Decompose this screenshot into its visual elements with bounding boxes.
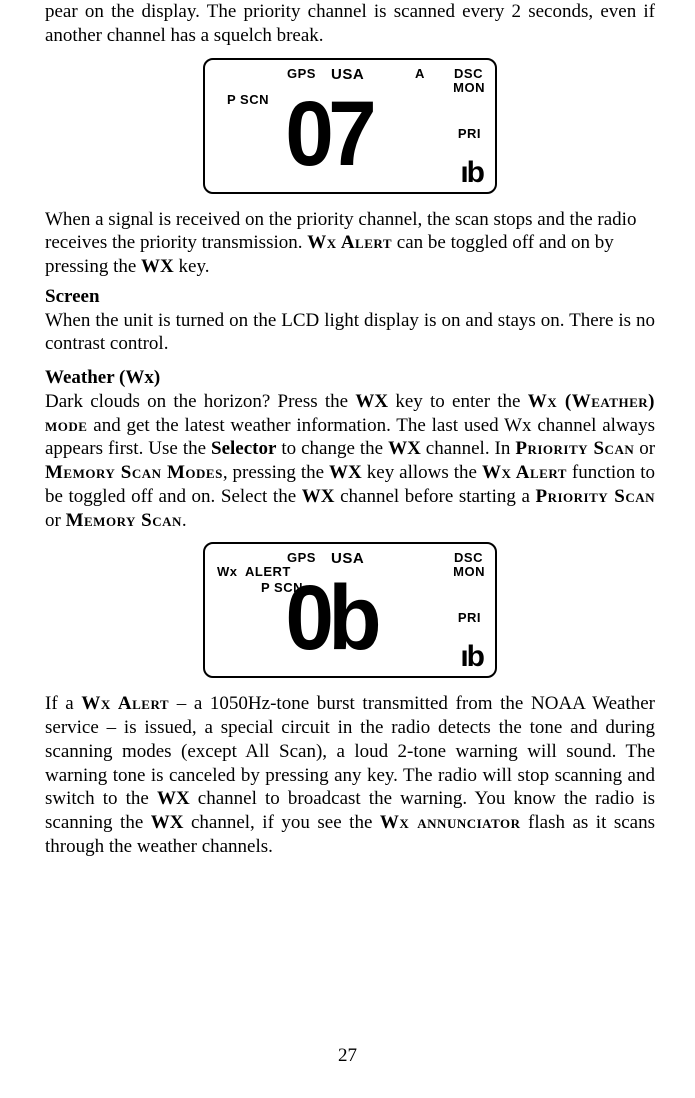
wx-key-label: WX	[151, 812, 184, 833]
text: , pressing the	[223, 462, 329, 483]
text: key to enter the	[388, 391, 528, 412]
after-lcd1-paragraph: When a signal is received on the priorit…	[45, 208, 655, 279]
text: to change the	[276, 438, 388, 459]
text: If a	[45, 693, 81, 714]
final-paragraph: If a Wx Alert – a 1050Hz-tone burst tran…	[45, 692, 655, 858]
text: .	[182, 510, 187, 531]
screen-paragraph: When the unit is turned on the LCD light…	[45, 309, 655, 357]
memory-scan-modes-label: Memory Scan Modes	[45, 462, 223, 483]
top-paragraph: pear on the display. The priority channe…	[45, 0, 655, 48]
wx-annunciator-label: Wx annunciator	[380, 812, 521, 833]
weather-paragraph: Dark clouds on the horizon? Press the WX…	[45, 390, 655, 533]
lcd1-mon: MON	[453, 80, 485, 96]
text: channel, if you see the	[183, 812, 379, 833]
lcd2-wx: Wx	[217, 564, 238, 580]
lcd-display-1-wrap: GPS USA A DSC MON P SCN PRI 07 ıb	[45, 58, 655, 194]
lcd2-channel: 0b	[285, 572, 376, 664]
lcd2-gps: GPS	[287, 550, 316, 566]
lcd1-pri: PRI	[458, 126, 481, 142]
lcd-display-2-wrap: GPS USA DSC MON Wx ALERT P SCN PRI 0b ıb	[45, 542, 655, 678]
lcd2-ib: ıb	[460, 642, 483, 672]
text: or	[45, 510, 66, 531]
wx-key-label: WX	[329, 462, 362, 483]
text: Dark clouds on the horizon? Press the	[45, 391, 355, 412]
lcd-display-2: GPS USA DSC MON Wx ALERT P SCN PRI 0b ıb	[203, 542, 497, 678]
lcd-display-1: GPS USA A DSC MON P SCN PRI 07 ıb	[203, 58, 497, 194]
page-number: 27	[0, 1044, 695, 1068]
wx-key-label: WX	[388, 438, 421, 459]
lcd1-a: A	[415, 66, 425, 82]
lcd1-gps: GPS	[287, 66, 316, 82]
lcd1-ib: ıb	[460, 158, 483, 188]
wx-key-label: WX	[141, 256, 174, 277]
lcd1-channel: 07	[285, 88, 371, 180]
lcd2-alert: ALERT	[245, 564, 291, 580]
lcd1-usa: USA	[331, 66, 364, 85]
selector-label: Selector	[211, 438, 276, 459]
lcd1-pscn: P SCN	[227, 92, 269, 108]
lcd2-usa: USA	[331, 550, 364, 569]
memory-scan-label: Memory Scan	[66, 510, 182, 531]
wx-key-label: WX	[157, 788, 190, 809]
lcd2-mon: MON	[453, 564, 485, 580]
wx-alert-label: Wx Alert	[307, 232, 392, 253]
wx-key-label: WX	[302, 486, 335, 507]
screen-heading: Screen	[45, 285, 655, 309]
text: key.	[174, 256, 210, 277]
wx-alert-label: Wx Alert	[81, 693, 169, 714]
text: channel. In	[421, 438, 516, 459]
wx-key-label: WX	[355, 391, 388, 412]
wx-alert-label: Wx Alert	[482, 462, 567, 483]
text: or	[634, 438, 655, 459]
priority-scan-label: Priority Scan	[515, 438, 634, 459]
manual-page: pear on the display. The priority channe…	[0, 0, 695, 1098]
lcd2-pri: PRI	[458, 610, 481, 626]
priority-scan-label: Priority Scan	[536, 486, 656, 507]
text: key allows the	[362, 462, 482, 483]
text: channel before starting a	[334, 486, 535, 507]
weather-heading: Weather (Wx)	[45, 366, 655, 390]
